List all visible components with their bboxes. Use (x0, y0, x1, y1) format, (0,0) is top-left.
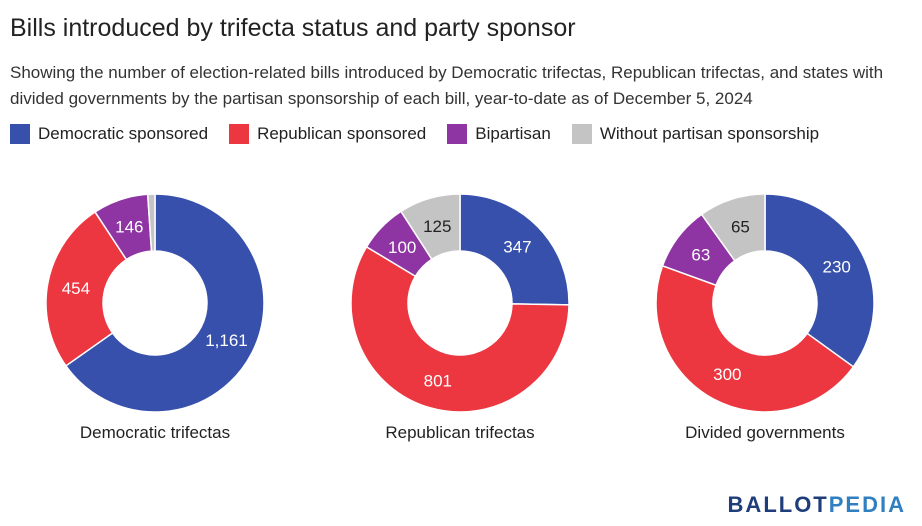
donut-chart: 1,161 454 146 Democratic trifectas (45, 193, 265, 442)
donut-caption: Divided governments (685, 423, 845, 442)
donut-slice (350, 245, 570, 413)
chart-title: Bills introduced by trifecta status and … (10, 14, 576, 42)
donut-chart: 347 801 100 125 Republican trifectas (350, 193, 570, 442)
slice-value-label: 300 (713, 365, 741, 384)
slice-value-label: 801 (424, 371, 452, 390)
donut-caption: Democratic trifectas (80, 423, 230, 442)
legend-item-nonpartisan: Without partisan sponsorship (571, 124, 820, 144)
slice-value-label: 63 (691, 245, 710, 264)
legend-label: Democratic sponsored (38, 124, 209, 143)
legend: Democratic sponsored Republican sponsore… (10, 124, 840, 144)
slice-value-label: 125 (423, 217, 451, 236)
legend-item-republican: Republican sponsored (229, 124, 426, 144)
legend-label: Republican sponsored (257, 124, 427, 143)
donut-slice (459, 193, 570, 306)
slice-value-label: 347 (503, 238, 531, 257)
legend-swatch (571, 124, 592, 144)
legend-swatch (229, 124, 250, 144)
donut-slice (700, 193, 766, 262)
slice-value-label: 230 (822, 257, 850, 276)
donut-slice (146, 193, 156, 252)
slice-value-label: 1,161 (205, 331, 248, 350)
legend-label: Bipartisan (475, 124, 551, 143)
donut-slice (655, 264, 855, 413)
donut-slice (764, 193, 875, 368)
donut-slice (45, 210, 128, 367)
donut-chart: 230 300 63 65 Divided governments (655, 193, 875, 442)
chart-subtitle: Showing the number of election-related b… (10, 63, 884, 108)
donut-slice (399, 193, 461, 261)
slice-value-label: 454 (62, 279, 90, 298)
slice-value-label: 65 (731, 217, 750, 236)
legend-swatch (447, 124, 468, 144)
legend-label: Without partisan sponsorship (599, 124, 820, 143)
donut-slice (64, 193, 265, 413)
legend-item-bipartisan: Bipartisan (447, 124, 551, 144)
ballotpedia-logo: BALLOTPEDIA (727, 492, 906, 517)
legend-swatch (10, 124, 30, 144)
donut-caption: Republican trifectas (385, 423, 534, 442)
slice-value-label: 146 (115, 218, 143, 237)
legend-item-democratic: Democratic sponsored (10, 124, 208, 144)
slice-value-label: 100 (388, 238, 416, 257)
